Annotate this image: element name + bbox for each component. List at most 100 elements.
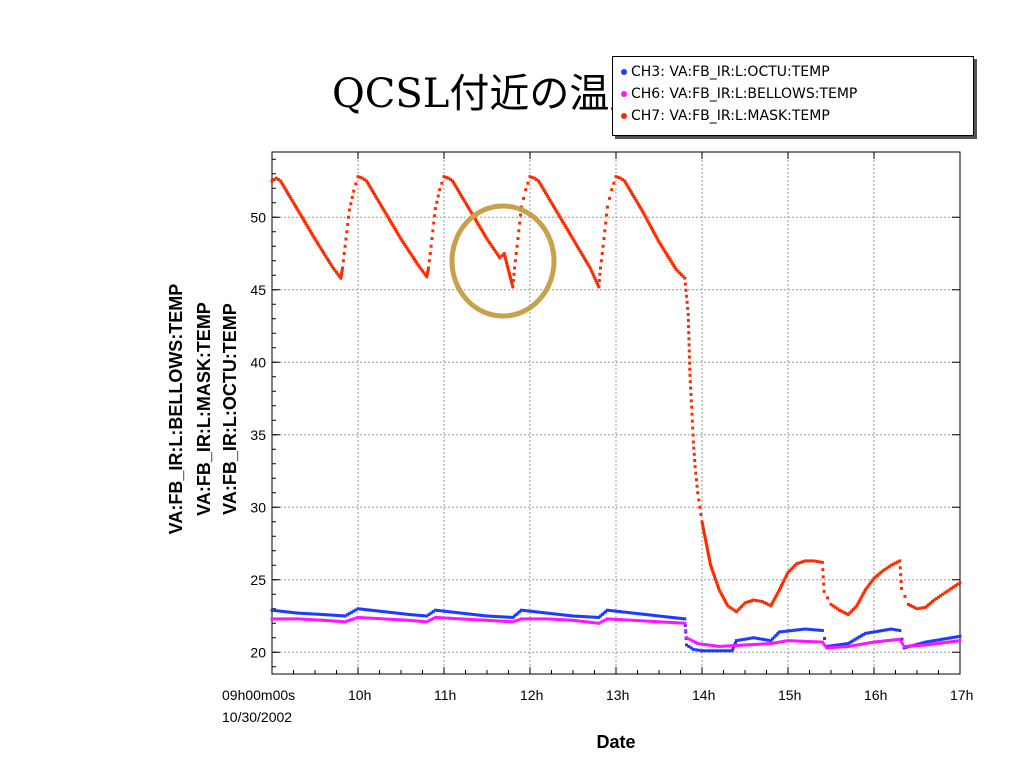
data-point: [777, 588, 781, 592]
data-point: [639, 206, 643, 210]
data-point: [927, 602, 931, 606]
data-point: [608, 617, 612, 621]
data-point: [706, 552, 710, 556]
data-point: [657, 240, 661, 244]
data-point: [473, 613, 477, 617]
data-point: [774, 641, 778, 645]
data-point: [507, 269, 511, 273]
data-point: [345, 613, 349, 617]
data-point: [823, 644, 827, 648]
data-point: [533, 610, 537, 614]
data-point: [898, 566, 902, 570]
data-point: [838, 608, 842, 612]
data-point: [715, 644, 719, 648]
data-point: [349, 202, 353, 206]
data-point: [415, 261, 419, 265]
data-point: [303, 617, 307, 621]
data-point: [785, 573, 789, 577]
data-point: [282, 610, 286, 614]
data-point: [634, 618, 638, 622]
data-point: [275, 609, 279, 613]
data-point: [381, 206, 385, 210]
data-point: [315, 612, 319, 616]
data-point: [491, 246, 495, 250]
data-point: [671, 616, 675, 620]
data-point: [282, 185, 286, 189]
data-point: [358, 175, 362, 179]
data-point: [444, 175, 448, 179]
data-point: [459, 617, 463, 621]
data-point: [288, 194, 292, 198]
data-point: [457, 617, 461, 621]
data-point: [895, 628, 899, 632]
data-point: [596, 283, 600, 287]
data-point: [352, 609, 356, 613]
data-point: [943, 591, 947, 595]
data-point: [549, 200, 553, 204]
data-point: [762, 642, 766, 646]
data-point: [688, 367, 692, 371]
data-point: [396, 231, 400, 235]
data-point: [548, 611, 552, 615]
data-point: [925, 604, 929, 608]
data-point: [305, 223, 309, 227]
data-point: [312, 235, 316, 239]
data-point: [502, 252, 506, 255]
data-point: [941, 592, 945, 596]
data-point: [582, 256, 586, 260]
data-point: [822, 642, 826, 646]
data-point: [716, 583, 720, 587]
data-point: [433, 615, 437, 619]
data-point: [539, 183, 543, 187]
data-point: [358, 607, 362, 611]
data-point: [866, 584, 870, 588]
data-point: [566, 229, 570, 233]
data-point: [329, 613, 333, 617]
data-point: [538, 181, 542, 185]
data-point: [874, 640, 878, 644]
data-point: [323, 253, 327, 257]
data-point: [646, 220, 650, 224]
data-point: [405, 618, 409, 622]
data-point: [541, 611, 545, 615]
data-point: [762, 601, 766, 605]
data-point: [754, 599, 758, 603]
data-point: [863, 642, 867, 646]
data-point: [671, 262, 675, 266]
data-point: [390, 222, 394, 226]
data-point: [659, 614, 663, 618]
data-point: [688, 361, 692, 365]
data-point: [423, 273, 427, 277]
data-point: [940, 641, 944, 645]
data-point: [887, 627, 891, 631]
data-point: [745, 643, 749, 647]
data-point: [900, 586, 904, 590]
data-point: [518, 221, 522, 225]
data-point: [687, 644, 691, 648]
data-point: [346, 223, 350, 226]
data-point: [571, 614, 575, 618]
data-point: [691, 440, 695, 444]
data-point: [537, 179, 541, 183]
data-point: [855, 604, 859, 608]
data-point: [578, 614, 582, 618]
data-point: [421, 269, 424, 273]
data-point: [284, 610, 288, 614]
data-point: [511, 615, 515, 619]
data-point: [627, 618, 631, 622]
data-point: [511, 620, 515, 624]
data-point: [731, 647, 735, 651]
data-point: [487, 614, 491, 618]
data-point: [281, 183, 285, 187]
data-point: [452, 610, 456, 614]
data-point: [687, 343, 691, 347]
data-point: [279, 617, 283, 621]
data-point: [956, 582, 960, 586]
y-axis-title: VA:FB_IR:L:MASK:TEMP: [194, 302, 214, 516]
data-point: [583, 620, 587, 624]
data-point: [314, 239, 318, 243]
data-point: [340, 271, 344, 275]
data-point: [431, 617, 435, 621]
data-point: [401, 618, 405, 622]
data-point: [476, 222, 480, 226]
